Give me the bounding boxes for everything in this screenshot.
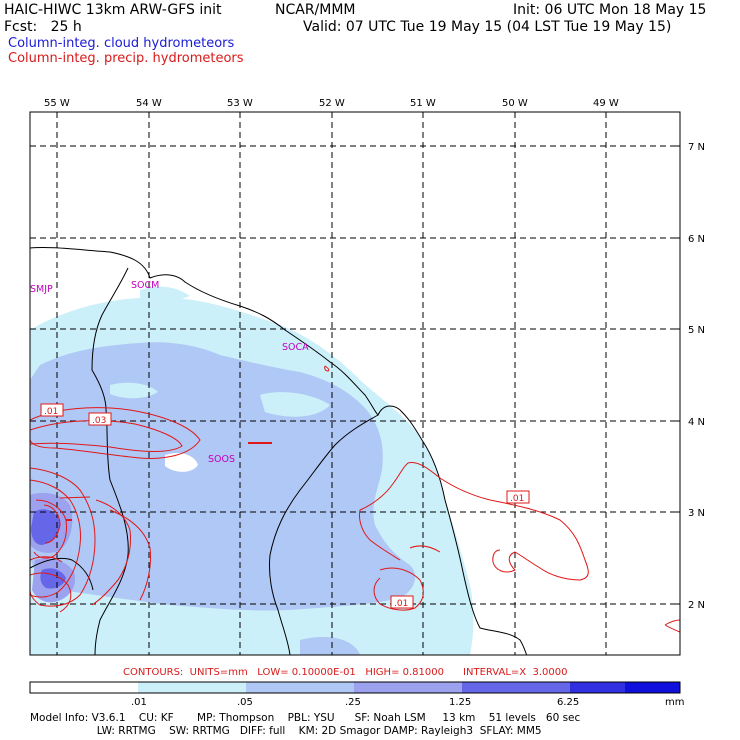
lon-label: 51 W: [410, 98, 436, 109]
lon-label: 49 W: [593, 98, 619, 109]
lat-label: 4 N: [688, 417, 705, 428]
lat-label: 3 N: [688, 508, 705, 519]
legend-cloud: Column-integ. cloud hydrometeors: [8, 36, 235, 51]
colorbar-segment: [30, 682, 138, 693]
colorbar-segment: [138, 682, 246, 693]
tick-marks: [56, 112, 680, 605]
colorbar-segment: [625, 682, 680, 693]
contour-info-line: CONTOURS: UNITS=mm LOW= 0.10000E-01 HIGH…: [123, 667, 568, 678]
station-label-smjp: SMJP: [30, 284, 53, 295]
organization: NCAR/MMM: [275, 2, 356, 18]
contour-label-1: .01: [40, 403, 64, 417]
colorbar-segment: [462, 682, 570, 693]
graticule: [30, 112, 680, 655]
coastline: [30, 246, 528, 655]
lon-label: 52 W: [319, 98, 345, 109]
contour-label-4: .01: [390, 595, 414, 609]
colorbar-segment: [246, 682, 354, 693]
lat-label: 2 N: [688, 600, 705, 611]
colorbar-tick-label: .01: [131, 697, 147, 708]
lat-label: 6 N: [688, 234, 705, 245]
colorbar-units: mm: [665, 697, 684, 708]
lon-label: 54 W: [136, 98, 162, 109]
lat-label: 5 N: [688, 325, 705, 336]
contour-label-2: .03: [88, 412, 112, 426]
contour-label-3: .01: [506, 490, 530, 504]
shaded-field: [30, 112, 680, 655]
svg-text:.01: .01: [510, 494, 524, 504]
colorbar-tick-label: 1.25: [449, 697, 471, 708]
model-info-line-2: LW: RRTMG SW: RRTMG DIFF: full KM: 2D Sm…: [30, 725, 542, 737]
svg-text:.01: .01: [44, 407, 58, 417]
svg-text:.03: .03: [92, 416, 106, 426]
colorbar-tick-label: 6.25: [557, 697, 579, 708]
lon-label: 55 W: [44, 98, 70, 109]
station-label-soca: SOCA: [282, 342, 309, 353]
colorbar-tick-label: .25: [345, 697, 361, 708]
forecast-hour: Fcst: 25 h: [4, 19, 82, 35]
lon-label: 50 W: [502, 98, 528, 109]
colorbar-segment: [354, 682, 462, 693]
station-label-socm: SOCM: [131, 280, 159, 291]
model-info-line-1: Model Info: V3.6.1 CU: KF MP: Thompson P…: [30, 712, 581, 724]
valid-time: Valid: 07 UTC Tue 19 May 15 (04 LST Tue …: [303, 19, 672, 35]
legend-precip: Column-integ. precip. hydrometeors: [8, 51, 244, 66]
colorbar-segment: [570, 682, 625, 693]
lat-label: 7 N: [688, 142, 705, 153]
map-frame: [29, 111, 681, 656]
product-title: HAIC-HIWC 13km ARW-GFS init: [4, 2, 222, 18]
station-label-soos: SOOS: [208, 454, 235, 465]
colorbar: .01 .05 .25 1.25 6.25 mm: [29, 681, 684, 708]
lon-label: 53 W: [227, 98, 253, 109]
colorbar-tick-label: .05: [237, 697, 253, 708]
init-time: Init: 06 UTC Mon 18 May 15: [513, 2, 707, 18]
svg-text:.01: .01: [394, 599, 408, 609]
